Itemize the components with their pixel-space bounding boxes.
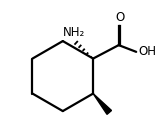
Text: O: O: [116, 11, 125, 24]
Text: OH: OH: [138, 45, 156, 58]
Polygon shape: [93, 94, 112, 114]
Text: NH₂: NH₂: [62, 26, 85, 39]
